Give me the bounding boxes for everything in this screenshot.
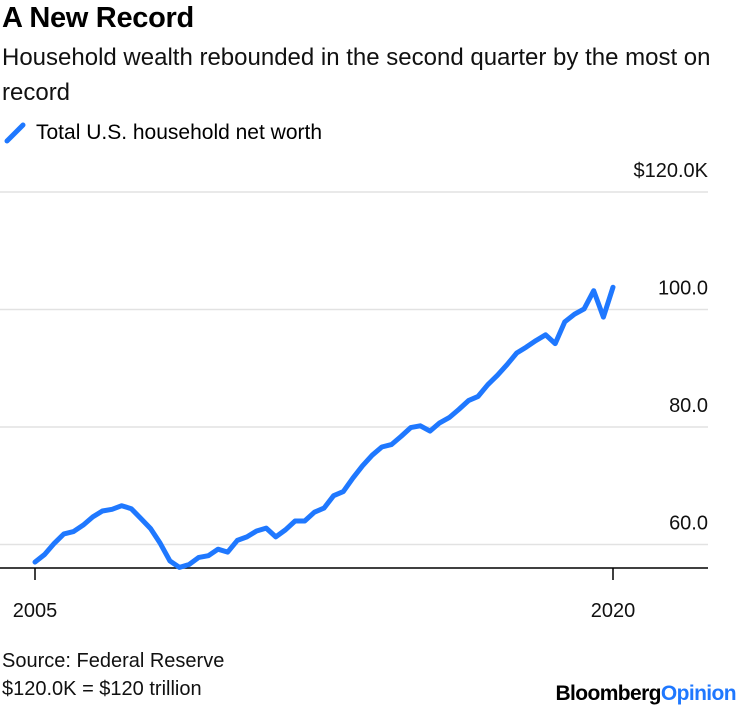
y-tick-label-80: 80.0: [669, 395, 708, 417]
y-tick-label-100: 100.0: [658, 278, 708, 300]
brand-part-bloomberg: Bloomberg: [555, 682, 661, 705]
unit-note: $120.0K = $120 trillion: [2, 678, 202, 700]
source-note: Source: Federal Reserve: [2, 650, 225, 672]
y-tick-label-120: $120.0K: [633, 160, 708, 182]
chart-title: A New Record: [2, 2, 194, 34]
grid-lines: [0, 191, 708, 546]
brand-logo: BloombergOpinion: [555, 682, 736, 706]
brand-part-opinion: Opinion: [660, 682, 737, 705]
legend: Total U.S. household net worth: [4, 121, 322, 145]
series-line-household-net-worth: [32, 284, 616, 570]
line-chart: $120.0K 100.0 80.0 60.0 2005 2020: [0, 160, 709, 622]
chart-subtitle: Household wealth rebounded in the second…: [2, 44, 711, 106]
legend-label: Total U.S. household net worth: [36, 121, 323, 144]
y-tick-label-60: 60.0: [669, 513, 708, 535]
y-axis-labels: $120.0K 100.0 80.0 60.0: [633, 160, 708, 535]
x-tick-label-2020: 2020: [591, 600, 636, 622]
legend-line-icon: [4, 122, 26, 144]
x-tick-label-2005: 2005: [13, 600, 58, 622]
x-axis-ticks: 2005 2020: [13, 568, 636, 622]
